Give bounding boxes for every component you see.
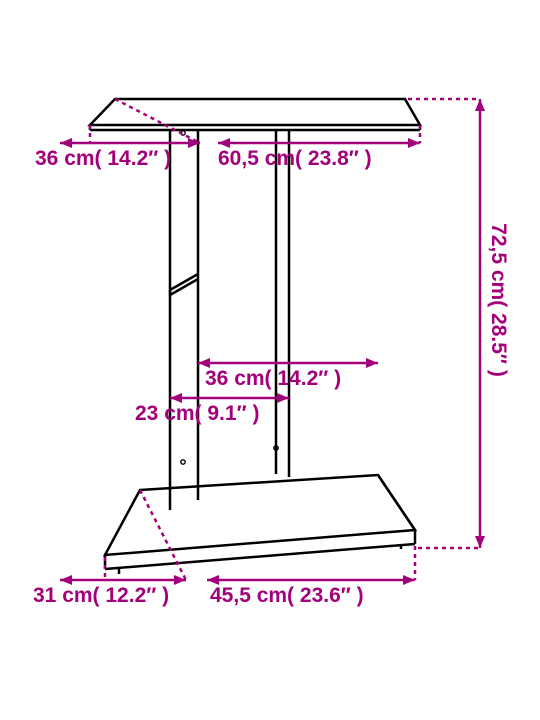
dimensions.top_depth: 36 cm( 14.2″ ): [35, 99, 200, 170]
dimensions.pillar_depth-label: 23 cm( 9.1″ ): [135, 402, 259, 425]
dimensions.top_width-label: 60,5 cm( 23.8″ ): [218, 147, 372, 170]
table-outline: [90, 99, 420, 574]
dimensions.pillar_depth: 23 cm( 9.1″ ): [135, 393, 289, 425]
dimensions.top_depth-label: 36 cm( 14.2″ ): [35, 147, 171, 170]
dimensions.top_width: 60,5 cm( 23.8″ ): [218, 125, 420, 170]
dimensions.base_width: 45,5 cm( 23.6″ ): [207, 546, 415, 607]
dimension-diagram: 36 cm( 14.2″ ) 60,5 cm( 23.8″ ) 72,5 cm( 2…: [0, 0, 540, 720]
dimensions.shelf_width: 36 cm( 14.2″ ): [198, 358, 378, 390]
dimensions.base_width-label: 45,5 cm( 23.6″ ): [210, 584, 364, 607]
dimensions.shelf_width-label: 36 cm( 14.2″ ): [205, 367, 341, 390]
dimensions.height: 72,5 cm( 28.5″ ): [408, 99, 510, 548]
dimensions: 36 cm( 14.2″ ) 60,5 cm( 23.8″ ) 72,5 cm( 2…: [33, 99, 510, 607]
dimensions.base_depth-label: 31 cm( 12.2″ ): [33, 584, 169, 607]
dimensions.height-label: 72,5 cm( 28.5″ ): [487, 223, 510, 377]
